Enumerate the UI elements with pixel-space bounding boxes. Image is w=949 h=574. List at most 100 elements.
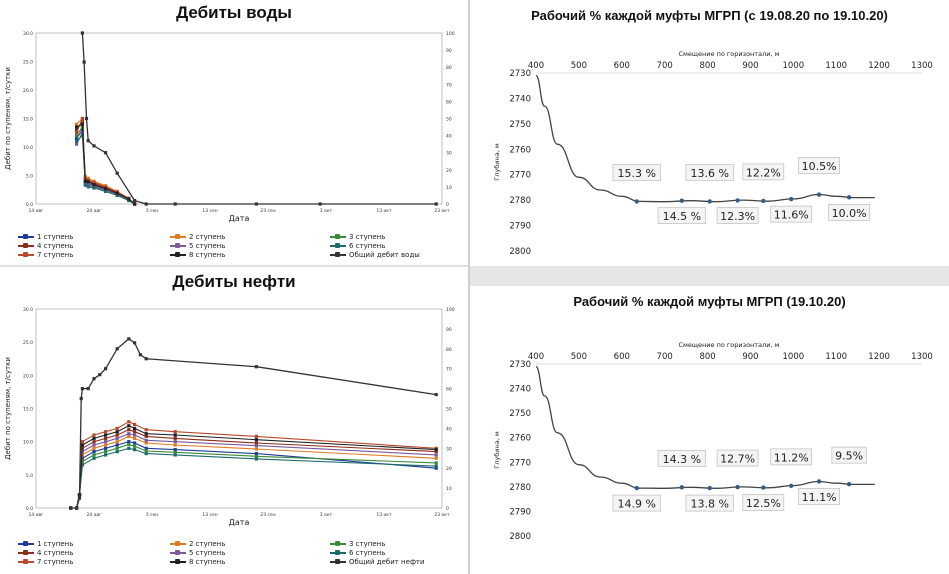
percent-label-box — [612, 164, 661, 181]
data-point — [144, 438, 148, 442]
y2-tick-label: 50 — [446, 117, 452, 123]
data-point — [80, 440, 84, 444]
legend-swatch — [170, 234, 186, 239]
y-tick-label: 2770 — [509, 458, 531, 468]
y-tick-label: 2790 — [509, 222, 531, 232]
y-tick-label: 0.0 — [26, 506, 33, 512]
percent-label: 12.2% — [746, 166, 781, 179]
y-tick-label: 20.0 — [23, 88, 33, 94]
data-point — [127, 420, 131, 424]
legend-marker — [335, 243, 340, 248]
x-tick-label: 1200 — [868, 61, 890, 71]
data-point — [434, 448, 438, 452]
data-point — [115, 440, 119, 444]
x-axis-label: Дата — [229, 214, 250, 223]
wellbore-trajectory — [535, 74, 875, 203]
y-tick-label: 2770 — [509, 171, 531, 181]
legend-swatch — [330, 559, 346, 564]
x-tick-label: 3 сен — [146, 512, 159, 518]
y2-tick-label: 80 — [446, 347, 452, 353]
y-tick-label: 2740 — [509, 385, 531, 395]
y2-tick-label: 20 — [446, 466, 452, 472]
legend-label: 3 ступень — [349, 540, 386, 548]
data-point — [133, 444, 137, 448]
frac-port-marker — [634, 199, 639, 204]
legend-label: 6 ступень — [349, 549, 386, 557]
frac-port-marker — [788, 483, 794, 489]
data-point — [75, 131, 79, 135]
data-point — [79, 396, 83, 401]
y-axis-label: Глубина, м — [493, 431, 501, 469]
data-point — [254, 457, 258, 461]
data-point — [133, 426, 137, 430]
legend-marker — [175, 243, 180, 248]
percent-label: 12.5% — [746, 497, 781, 510]
data-point — [92, 183, 96, 187]
frac-port-marker — [761, 198, 766, 204]
legend-marker — [175, 252, 180, 257]
y2-tick-label: 30 — [446, 446, 452, 452]
legend-marker — [23, 243, 28, 248]
legend-swatch — [170, 559, 186, 564]
data-point — [86, 139, 90, 143]
legend-marker — [23, 550, 28, 555]
y-tick-label: 2730 — [509, 360, 531, 370]
y2-tick-label: 60 — [446, 387, 452, 393]
data-point — [434, 456, 438, 460]
x-tick-label: 3 окт — [320, 208, 333, 214]
frac-port-marker — [788, 196, 794, 202]
data-point — [86, 180, 90, 184]
percent-label-box — [685, 164, 734, 181]
data-point — [75, 125, 79, 129]
y-tick-label: 2750 — [509, 409, 531, 419]
data-point — [92, 184, 96, 188]
legend-marker — [23, 559, 28, 564]
series-line — [70, 429, 437, 509]
y2-tick-label: 100 — [446, 31, 455, 37]
data-point — [75, 142, 79, 146]
series-line — [70, 447, 437, 509]
percent-label: 11.2% — [774, 451, 809, 464]
data-point — [173, 453, 177, 457]
y2-tick-label: 70 — [446, 82, 452, 88]
data-point — [133, 433, 137, 437]
data-point — [80, 116, 84, 121]
x-tick-label: 1300 — [911, 61, 933, 71]
x-tick-label: 600 — [614, 352, 630, 362]
legend-swatch — [18, 559, 34, 564]
data-point — [92, 446, 96, 450]
data-point — [86, 176, 90, 180]
y2-tick-label: 90 — [446, 327, 452, 333]
data-point — [104, 450, 108, 454]
legend-label: 7 ступень — [37, 558, 74, 566]
legend-marker — [175, 541, 180, 546]
legend-swatch — [330, 234, 346, 239]
percent-label: 13.6 % — [690, 167, 728, 180]
x-tick-label: 14 авг — [29, 208, 45, 214]
data-point — [133, 422, 137, 427]
series-line — [70, 337, 437, 509]
data-point — [115, 436, 119, 440]
percent-label-box — [716, 449, 759, 467]
data-point — [127, 440, 131, 444]
legend-entry: 7 ступень — [18, 251, 73, 259]
data-point — [318, 202, 322, 206]
data-point — [80, 463, 84, 467]
percent-label: 14.5 % — [663, 210, 701, 223]
x-tick-label: 500 — [571, 352, 587, 362]
percent-label-box — [716, 207, 759, 224]
legend-entry: 6 ступень — [330, 549, 385, 557]
y2-tick-label: 80 — [446, 65, 452, 71]
mgrp-chart-panel-1: Рабочий % каждой муфты МГРП (с 19.08.20 … — [470, 0, 949, 266]
legend-marker — [175, 234, 180, 239]
y2-tick-label: 40 — [446, 426, 452, 432]
y-tick-label: 2730 — [509, 69, 531, 79]
y-tick-label: 2790 — [509, 507, 531, 517]
legend-swatch — [18, 541, 34, 546]
chart-title: Дебиты воды — [176, 3, 292, 22]
legend-label: 1 ступень — [37, 233, 74, 241]
data-point — [104, 436, 108, 440]
percent-label-box — [742, 494, 785, 511]
legend-swatch — [170, 541, 186, 546]
legend-swatch — [330, 243, 346, 248]
